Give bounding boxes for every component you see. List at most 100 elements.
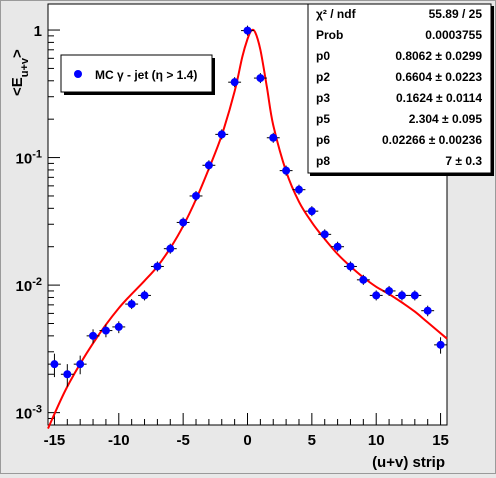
- x-tick-label: 10: [368, 432, 385, 449]
- data-marker: [50, 360, 59, 369]
- x-tick-label: -5: [176, 432, 189, 449]
- fit-stats-box: χ² / ndf 55.89 / 25 Prob 0.0003755 p0 0.8062 …: [307, 3, 494, 176]
- data-marker: [230, 78, 239, 87]
- data-marker: [204, 161, 213, 170]
- data-marker: [423, 306, 432, 315]
- data-point: [356, 274, 370, 285]
- x-tick-labels: -15 -10 -5 0 5 10 15: [44, 432, 449, 449]
- data-marker: [282, 166, 291, 175]
- y-label-end: >: [9, 49, 26, 58]
- y-tick-label: 1: [34, 23, 42, 40]
- data-point: [292, 184, 306, 195]
- data-marker: [76, 360, 85, 369]
- data-point: [60, 364, 74, 387]
- data-point: [202, 160, 216, 171]
- y-tick-labels: 110-110-210-3: [16, 23, 42, 423]
- stat-value: 0.8062 ± 0.0299: [395, 49, 482, 63]
- y-tick-label: 10-2: [16, 276, 42, 295]
- data-point: [279, 165, 293, 176]
- data-point: [48, 353, 61, 378]
- data-point: [421, 305, 435, 317]
- data-marker: [385, 286, 394, 295]
- stat-value: 0.1624 ± 0.0114: [396, 91, 482, 105]
- data-marker: [333, 242, 342, 251]
- y-tick-base: 10: [16, 151, 33, 168]
- data-point: [176, 217, 190, 228]
- data-marker: [217, 130, 226, 139]
- stat-value: 55.89 / 25: [429, 7, 483, 21]
- data-point: [305, 206, 319, 217]
- legend-label: MC γ - jet (η > 1.4): [95, 68, 197, 82]
- fit-stats-rows: χ² / ndf 55.89 / 25 Prob 0.0003755 p0 0.8062 …: [316, 7, 482, 168]
- x-tick-label: 5: [308, 432, 316, 449]
- data-point: [434, 337, 447, 354]
- y-label-main: <E: [9, 77, 26, 96]
- stat-value: 0.02266 ± 0.00236: [382, 133, 482, 147]
- data-marker: [307, 207, 316, 216]
- data-point: [395, 290, 409, 301]
- y-axis-title: <Eu+v>: [9, 49, 31, 96]
- stat-name: Prob: [316, 28, 343, 42]
- x-tick-label: 0: [243, 432, 251, 449]
- stat-value: 7 ± 0.3: [445, 154, 482, 168]
- stat-value: 2.304 ± 0.095: [409, 112, 483, 126]
- data-marker: [269, 133, 278, 142]
- data-marker: [166, 244, 175, 253]
- data-point: [150, 261, 164, 272]
- data-point: [73, 355, 87, 375]
- data-point: [253, 73, 267, 84]
- data-point: [112, 321, 126, 334]
- data-marker: [179, 218, 188, 227]
- data-point: [241, 25, 254, 36]
- y-tick-base: 10: [16, 406, 33, 423]
- stat-name: p5: [316, 112, 330, 126]
- x-tick-label: -15: [44, 432, 66, 449]
- y-tick-exponent: -1: [32, 149, 42, 161]
- data-point: [344, 261, 357, 272]
- y-axis-title-text: <Eu+v>: [9, 49, 31, 96]
- data-marker: [192, 191, 201, 200]
- data-point: [189, 190, 203, 201]
- stat-value: 0.0003755: [425, 28, 482, 42]
- stat-name: p8: [316, 154, 330, 168]
- data-point: [331, 241, 345, 252]
- data-point: [215, 129, 229, 140]
- x-axis-title: (u+v) strip: [372, 454, 445, 471]
- y-tick-exponent: -2: [32, 276, 42, 288]
- data-marker: [294, 185, 303, 194]
- data-point: [138, 290, 151, 301]
- data-point: [125, 299, 139, 310]
- y-tick-base: 10: [16, 278, 33, 295]
- y-tick-exponent: -3: [32, 404, 42, 416]
- stat-name: p3: [316, 91, 330, 105]
- data-point: [318, 229, 332, 240]
- data-marker: [359, 275, 368, 284]
- data-point: [99, 324, 113, 338]
- data-marker: [63, 370, 72, 379]
- data-marker: [372, 291, 381, 300]
- stat-name: χ² / ndf: [316, 7, 357, 21]
- data-marker: [127, 300, 136, 309]
- stat-name: p2: [316, 70, 330, 84]
- data-marker: [89, 331, 98, 340]
- stat-name: p6: [316, 133, 330, 147]
- data-marker: [256, 74, 265, 83]
- y-tick-label: 10-1: [16, 149, 42, 168]
- data-marker: [410, 291, 419, 300]
- data-point: [382, 285, 396, 296]
- data-marker: [153, 262, 162, 271]
- legend-marker-icon: [74, 70, 82, 78]
- data-marker: [397, 291, 406, 300]
- data-point: [163, 243, 177, 254]
- data-marker: [114, 322, 123, 331]
- y-label-sub: u+v: [19, 57, 31, 77]
- x-tick-label: 15: [432, 432, 449, 449]
- data-marker: [436, 340, 445, 349]
- data-point: [408, 290, 422, 301]
- data-points-layer: [48, 25, 447, 387]
- y-tick-label: 10-3: [16, 404, 42, 423]
- data-marker: [101, 326, 110, 335]
- stat-name: p0: [316, 49, 330, 63]
- data-marker: [243, 26, 252, 35]
- data-marker: [140, 291, 149, 300]
